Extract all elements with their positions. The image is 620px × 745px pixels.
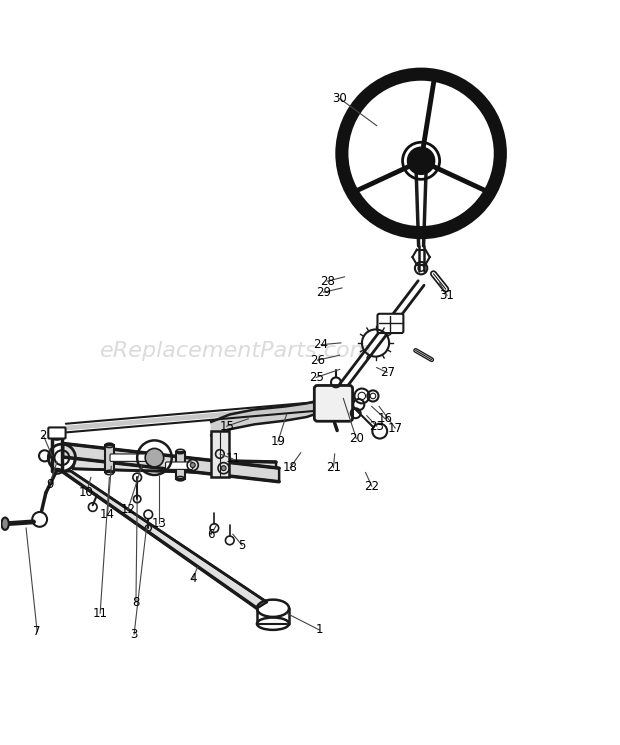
Bar — [105, 446, 113, 472]
Text: 22: 22 — [364, 480, 379, 492]
FancyBboxPatch shape — [166, 462, 193, 469]
Text: 20: 20 — [349, 432, 364, 445]
Text: 24: 24 — [314, 338, 329, 351]
FancyBboxPatch shape — [110, 454, 153, 461]
Text: 13: 13 — [151, 516, 166, 530]
Circle shape — [407, 148, 435, 174]
Text: 16: 16 — [378, 412, 393, 425]
Text: 6: 6 — [208, 527, 215, 541]
Text: 15: 15 — [219, 419, 234, 433]
Ellipse shape — [1, 518, 9, 530]
Text: 1: 1 — [316, 624, 323, 636]
Text: 27: 27 — [379, 366, 395, 379]
Text: 26: 26 — [310, 354, 325, 367]
Text: 12: 12 — [120, 503, 135, 516]
Text: 4: 4 — [189, 572, 197, 585]
Circle shape — [190, 463, 195, 468]
Text: 28: 28 — [320, 275, 335, 288]
Text: 21: 21 — [326, 461, 341, 474]
FancyBboxPatch shape — [378, 314, 404, 333]
Polygon shape — [62, 472, 267, 608]
Text: 3: 3 — [130, 628, 138, 641]
Text: 29: 29 — [316, 286, 331, 299]
Text: 30: 30 — [332, 92, 347, 105]
Polygon shape — [63, 443, 279, 482]
Text: 5: 5 — [239, 539, 246, 552]
Text: 23: 23 — [370, 419, 384, 433]
FancyBboxPatch shape — [48, 428, 66, 439]
Text: 11: 11 — [225, 452, 241, 466]
Text: 31: 31 — [440, 289, 454, 302]
Text: 8: 8 — [132, 595, 140, 609]
Text: 14: 14 — [100, 508, 115, 521]
FancyBboxPatch shape — [314, 385, 353, 421]
Text: 11: 11 — [92, 606, 108, 620]
Text: 10: 10 — [79, 486, 94, 498]
Text: 17: 17 — [388, 422, 402, 434]
Polygon shape — [211, 399, 319, 436]
Polygon shape — [73, 457, 276, 475]
Text: 2: 2 — [40, 429, 47, 442]
Circle shape — [145, 448, 164, 467]
Text: 25: 25 — [309, 371, 324, 384]
Text: eReplacementParts.com: eReplacementParts.com — [100, 341, 372, 361]
Text: 19: 19 — [270, 435, 285, 448]
Circle shape — [221, 466, 226, 471]
Bar — [176, 451, 185, 478]
Text: 18: 18 — [283, 461, 298, 474]
Text: 9: 9 — [46, 478, 53, 492]
Text: 7: 7 — [33, 625, 41, 638]
Bar — [211, 431, 229, 478]
